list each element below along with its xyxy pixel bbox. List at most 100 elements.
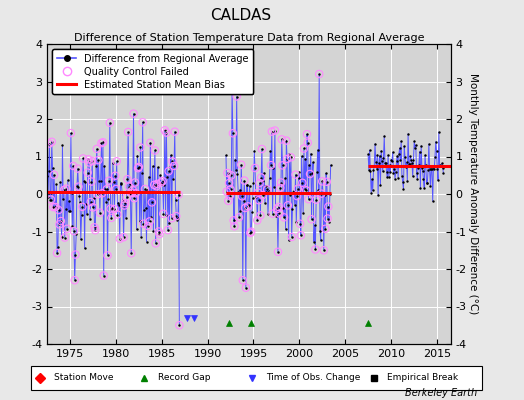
Point [236,208,245,214]
Point [435,162,444,168]
Point [381,160,390,166]
Point [99,139,107,146]
Point [52,181,60,188]
Point [384,152,392,158]
Point [106,206,115,212]
Point [165,220,173,226]
Point [422,180,431,186]
Point [68,189,76,196]
Point [171,128,179,135]
Point [298,180,307,186]
Point [118,189,126,195]
Point [397,138,406,144]
Point [247,228,255,235]
Point [92,163,100,170]
Point [55,221,63,228]
Point [400,143,408,150]
Point [88,158,96,164]
Point [311,246,320,253]
Point [277,179,285,186]
Point [50,172,58,178]
Point [145,174,153,180]
Point [167,152,175,158]
Point [428,166,436,173]
Point [78,204,86,210]
Point [420,184,429,191]
Point [61,234,69,241]
Point [230,223,238,230]
Point [314,187,323,193]
Point [168,215,176,222]
Point [138,119,147,126]
Point [288,206,297,212]
Point [228,130,237,136]
Point [72,231,80,238]
Point [320,192,329,198]
Point [119,234,128,240]
Point [297,232,305,238]
Point [43,173,51,180]
Point [244,203,253,210]
Point [267,162,275,168]
Point [281,175,289,182]
Point [432,148,441,154]
Point [394,175,402,181]
Point [247,228,255,235]
Point [426,182,434,189]
Point [74,184,83,190]
Point [90,224,99,230]
Point [263,188,271,195]
Point [141,186,149,192]
Point [279,205,288,212]
Point [73,165,82,172]
Point [296,220,304,227]
Point [148,163,157,169]
Point [173,215,182,221]
Point [141,205,150,211]
Point [263,186,271,192]
Point [390,166,398,173]
Point [404,130,412,137]
Point [263,186,271,192]
Point [323,179,331,185]
Point [69,163,78,169]
Point [255,197,263,204]
Point [238,277,247,284]
Point [77,236,85,242]
Point [303,131,311,137]
Point [367,190,375,196]
Point [129,110,138,117]
Point [162,130,170,136]
Point [368,187,377,194]
Point [283,156,291,162]
Point [424,141,433,147]
Point [61,206,70,213]
Point [135,164,143,170]
Point [278,162,287,168]
Point [49,204,58,210]
Point [45,168,53,175]
Point [256,212,265,218]
Point [320,247,328,254]
Point [148,199,156,206]
Point [88,178,96,185]
Point [64,208,73,214]
Point [315,71,323,77]
Point [401,154,409,160]
Point [152,183,161,190]
Point [101,186,110,192]
Point [276,185,285,191]
Point [320,247,328,254]
Point [319,190,327,196]
Point [255,180,264,186]
Point [301,156,310,162]
Point [113,211,122,218]
Point [170,163,178,169]
Point [63,226,71,232]
Point [226,186,235,192]
Point [155,231,163,238]
Point [172,213,180,219]
Point [318,178,326,184]
Point [96,178,105,184]
Point [59,196,68,202]
